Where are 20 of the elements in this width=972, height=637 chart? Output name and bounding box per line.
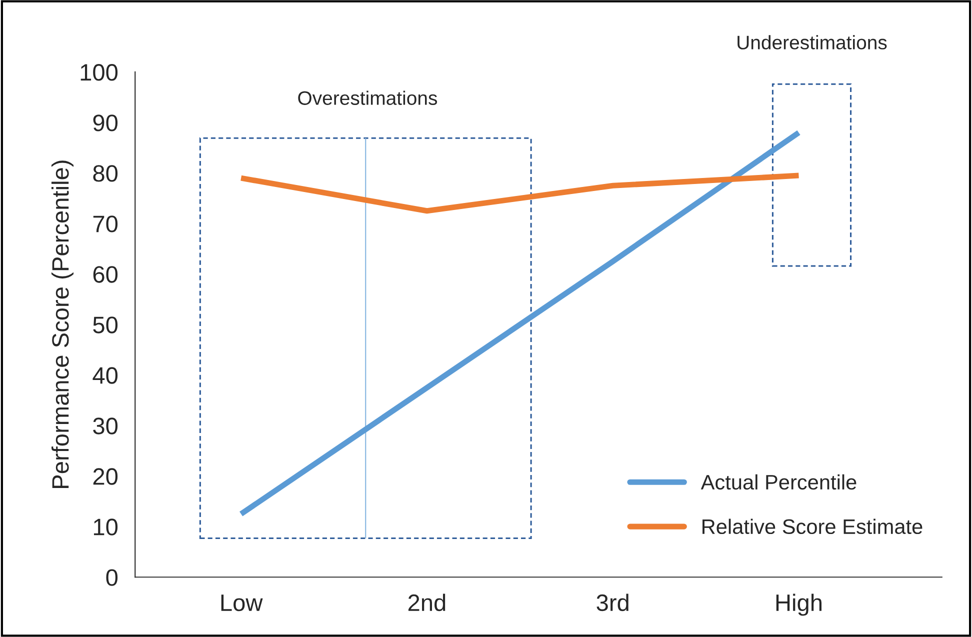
annotation: Overestimations — [298, 90, 438, 105]
y-tick-label: 20 — [93, 468, 118, 485]
x-tick-label: 3rd — [596, 594, 628, 612]
y-axis-title: Performance Score (Percentile) — [51, 160, 74, 488]
legend-label: Relative Score Estimate — [702, 518, 922, 534]
y-tick-label: 100 — [80, 64, 118, 81]
y-tick-label: 60 — [93, 266, 118, 283]
y-tick-label: 80 — [93, 165, 118, 182]
y-tick-label: 30 — [93, 418, 118, 434]
x-tick-label: High — [776, 594, 822, 616]
y-tick-label: 90 — [93, 114, 118, 132]
x-tick-label: Low — [221, 594, 263, 612]
y-tick-label: 0 — [106, 569, 118, 586]
x-tick-label: 2nd — [408, 594, 446, 612]
y-tick-label: 40 — [92, 367, 118, 384]
legend-label: Actual Percentile — [700, 474, 856, 490]
y-tick-label: 70 — [93, 216, 118, 232]
y-tick-label: 10 — [94, 518, 118, 536]
y-tick-label: 50 — [93, 316, 118, 334]
text: Underestimations — [738, 35, 887, 50]
